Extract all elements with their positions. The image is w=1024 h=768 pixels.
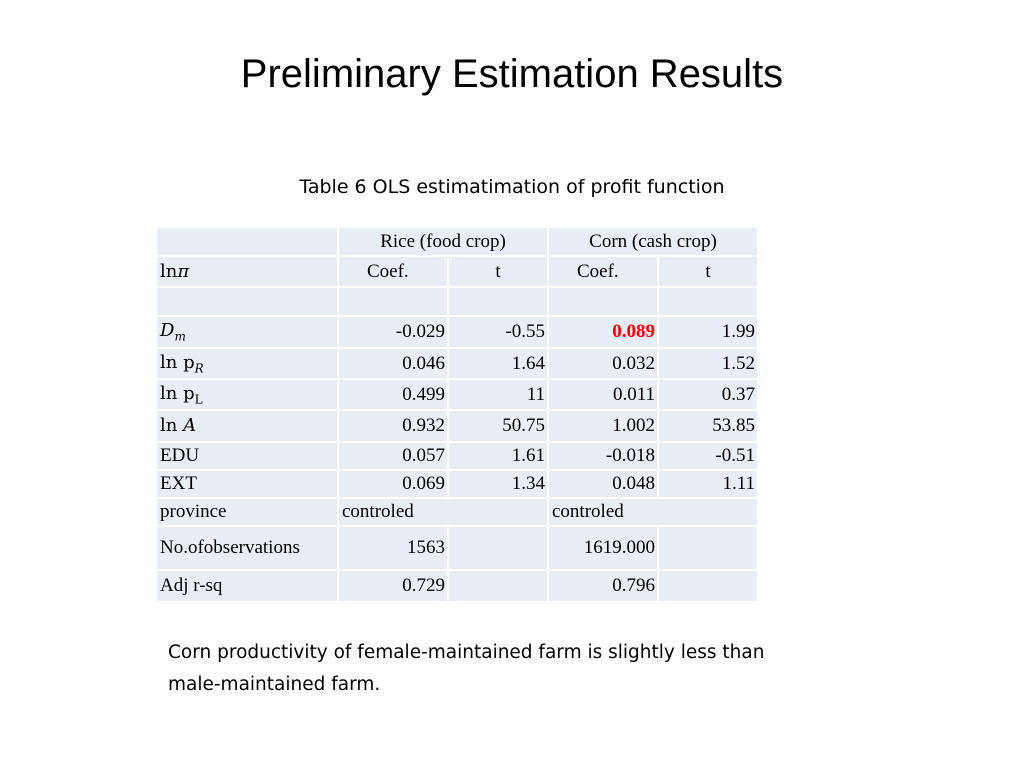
row-label: province: [155, 497, 339, 527]
spacer-cell: [155, 286, 339, 317]
corn-group-header: Corn (cash crop): [547, 226, 759, 257]
rice-t-header: t: [447, 255, 549, 288]
observations-row: No.ofobservations 1563 1619.000: [155, 525, 759, 571]
corn-coef-cell: 0.032: [547, 347, 659, 380]
corn-t-cell: -0.51: [657, 441, 759, 471]
corn-t-cell: 1.11: [657, 469, 759, 499]
results-table: Rice (food crop) Corn (cash crop) lnπ Co…: [155, 226, 759, 603]
province-row: province controled controled: [155, 497, 759, 527]
row-label: Adj r-sq: [155, 569, 339, 603]
corn-province-cell: controled: [547, 497, 759, 527]
rice-coef-header: Coef.: [337, 255, 449, 288]
corn-coef-cell-highlighted: 0.089: [547, 315, 659, 349]
row-label: EDU: [155, 441, 339, 471]
corn-coef-header: Coef.: [547, 255, 659, 288]
rice-coef-cell: 0.499: [337, 378, 449, 411]
corn-t-cell: 0.37: [657, 378, 759, 411]
empty-cell: [447, 569, 549, 603]
table-row: EDU 0.057 1.61 -0.018 -0.51: [155, 441, 759, 471]
dep-var-symbol: π: [177, 260, 190, 282]
rice-group-header: Rice (food crop): [337, 226, 549, 257]
corn-adj-rsq-cell: 0.796: [547, 569, 659, 603]
rice-t-cell: 1.64: [447, 347, 549, 380]
row-label: ln pL: [155, 378, 339, 411]
rice-observations-cell: 1563: [337, 525, 449, 571]
note-text: Corn productivity of female-maintained f…: [168, 642, 765, 695]
table-spacer-row: [155, 286, 759, 317]
rice-t-cell: 11: [447, 378, 549, 411]
spacer-cell: [657, 286, 759, 317]
corn-t-cell: 1.99: [657, 315, 759, 349]
empty-cell: [657, 525, 759, 571]
rice-t-cell: 1.61: [447, 441, 549, 471]
row-label: ln pR: [155, 347, 339, 380]
table-header-row: Rice (food crop) Corn (cash crop): [155, 226, 759, 257]
corn-t-cell: 53.85: [657, 409, 759, 443]
empty-cell: [447, 525, 549, 571]
adj-rsq-row: Adj r-sq 0.729 0.796: [155, 569, 759, 603]
rice-coef-cell: 0.046: [337, 347, 449, 380]
corn-coef-cell: 0.011: [547, 378, 659, 411]
row-label: EXT: [155, 469, 339, 499]
table-row: ln pR 0.046 1.64 0.032 1.52: [155, 347, 759, 380]
rice-t-cell: 50.75: [447, 409, 549, 443]
corn-coef-cell: -0.018: [547, 441, 659, 471]
spacer-cell: [447, 286, 549, 317]
spacer-cell: [337, 286, 449, 317]
header-empty-cell: [155, 226, 339, 257]
table-row: Dm -0.029 -0.55 0.089 1.99: [155, 315, 759, 349]
corn-coef-cell: 0.048: [547, 469, 659, 499]
table-row: EXT 0.069 1.34 0.048 1.11: [155, 469, 759, 499]
spacer-cell: [547, 286, 659, 317]
table-row: ln pL 0.499 11 0.011 0.37: [155, 378, 759, 411]
corn-coef-cell: 1.002: [547, 409, 659, 443]
corn-t-cell: 1.52: [657, 347, 759, 380]
table-subheader-row: lnπ Coef. t Coef. t: [155, 255, 759, 288]
dependent-variable-label: lnπ: [155, 255, 339, 288]
corn-t-header: t: [657, 255, 759, 288]
slide-title: Preliminary Estimation Results: [240, 52, 784, 96]
rice-province-cell: controled: [337, 497, 549, 527]
table-row: ln A 0.932 50.75 1.002 53.85: [155, 409, 759, 443]
dep-var-prefix: ln: [160, 260, 178, 282]
rice-t-cell: 1.34: [447, 469, 549, 499]
rice-t-cell: -0.55: [447, 315, 549, 349]
table-caption: Table 6 OLS estimatimation of profit fun…: [299, 176, 725, 198]
empty-cell: [657, 569, 759, 603]
rice-coef-cell: 0.057: [337, 441, 449, 471]
row-label: No.ofobservations: [155, 525, 339, 571]
rice-coef-cell: -0.029: [337, 315, 449, 349]
rice-coef-cell: 0.069: [337, 469, 449, 499]
corn-observations-cell: 1619.000: [547, 525, 659, 571]
row-label: Dm: [155, 315, 339, 349]
rice-adj-rsq-cell: 0.729: [337, 569, 449, 603]
row-label: ln A: [155, 409, 339, 443]
rice-coef-cell: 0.932: [337, 409, 449, 443]
